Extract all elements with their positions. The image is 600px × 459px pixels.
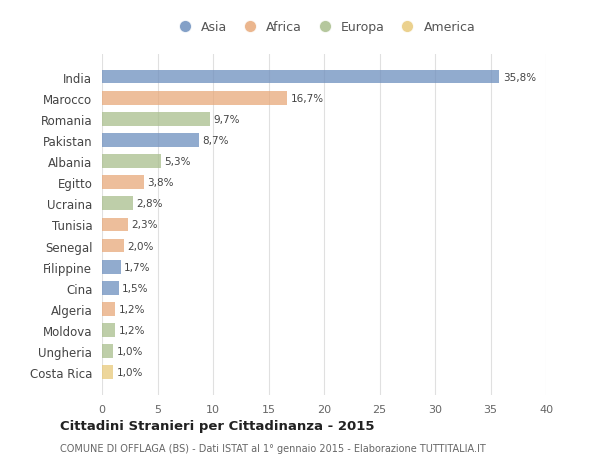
- Text: 1,2%: 1,2%: [119, 325, 145, 335]
- Bar: [102, 260, 121, 274]
- Text: 1,0%: 1,0%: [116, 368, 143, 377]
- Bar: [102, 345, 113, 358]
- Bar: [102, 324, 115, 337]
- Text: 2,0%: 2,0%: [128, 241, 154, 251]
- Text: Cittadini Stranieri per Cittadinanza - 2015: Cittadini Stranieri per Cittadinanza - 2…: [60, 419, 374, 432]
- Text: 35,8%: 35,8%: [503, 73, 536, 82]
- Bar: [102, 92, 287, 105]
- Text: 2,3%: 2,3%: [131, 220, 157, 230]
- Text: 3,8%: 3,8%: [148, 178, 174, 188]
- Text: 1,5%: 1,5%: [122, 283, 148, 293]
- Bar: [102, 218, 128, 232]
- Text: 1,0%: 1,0%: [116, 347, 143, 356]
- Bar: [102, 281, 119, 295]
- Bar: [102, 134, 199, 147]
- Text: 8,7%: 8,7%: [202, 135, 229, 146]
- Bar: [102, 176, 144, 190]
- Bar: [102, 302, 115, 316]
- Text: 9,7%: 9,7%: [213, 115, 239, 124]
- Bar: [102, 155, 161, 168]
- Text: 5,3%: 5,3%: [164, 157, 191, 167]
- Bar: [102, 239, 124, 253]
- Bar: [102, 112, 209, 126]
- Text: 16,7%: 16,7%: [291, 94, 324, 103]
- Bar: [102, 71, 499, 84]
- Bar: [102, 197, 133, 211]
- Text: 1,7%: 1,7%: [124, 262, 151, 272]
- Text: COMUNE DI OFFLAGA (BS) - Dati ISTAT al 1° gennaio 2015 - Elaborazione TUTTITALIA: COMUNE DI OFFLAGA (BS) - Dati ISTAT al 1…: [60, 443, 486, 453]
- Bar: [102, 366, 113, 379]
- Text: 1,2%: 1,2%: [119, 304, 145, 314]
- Legend: Asia, Africa, Europa, America: Asia, Africa, Europa, America: [169, 17, 479, 38]
- Text: 2,8%: 2,8%: [136, 199, 163, 209]
